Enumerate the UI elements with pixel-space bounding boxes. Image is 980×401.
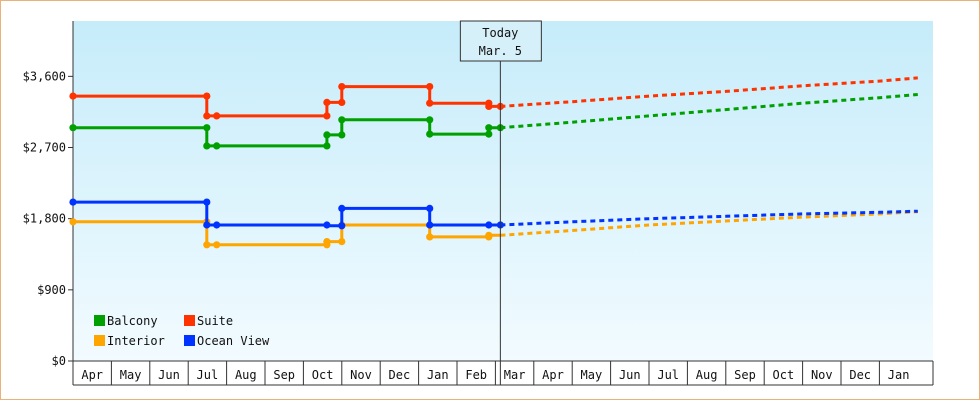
- plot-background: [73, 21, 933, 361]
- x-tick-label: May: [581, 368, 603, 382]
- y-tick-label: $3,600: [23, 69, 66, 83]
- series-forecast-line: [500, 209, 918, 227]
- x-tick-label: Apr: [81, 368, 103, 382]
- data-point: [203, 198, 211, 206]
- x-tick-label: May: [120, 368, 142, 382]
- data-point: [426, 233, 434, 241]
- data-point: [323, 142, 331, 150]
- y-tick-label: $2,700: [23, 141, 66, 155]
- data-point: [338, 98, 346, 106]
- legend-label: Ocean View: [197, 334, 270, 348]
- data-point: [213, 112, 221, 120]
- data-point: [323, 131, 331, 139]
- today-date: Mar. 5: [479, 44, 522, 58]
- data-point: [323, 98, 331, 106]
- x-tick-label: Dec: [389, 368, 411, 382]
- data-point: [426, 130, 434, 138]
- data-point: [426, 99, 434, 107]
- series-interior: [69, 210, 918, 249]
- x-tick-label: Dec: [849, 368, 871, 382]
- legend-swatch: [184, 335, 195, 346]
- x-tick-label: Oct: [312, 368, 334, 382]
- data-point: [485, 231, 493, 239]
- data-point: [69, 124, 77, 132]
- series-suite: [69, 76, 918, 120]
- data-point: [69, 92, 77, 100]
- data-point: [69, 218, 77, 226]
- series-ocean-view: [69, 198, 918, 230]
- series-forecast-line: [500, 93, 918, 130]
- x-tick-label: Nov: [350, 368, 372, 382]
- data-point: [338, 238, 346, 246]
- x-tick-label: Jul: [197, 368, 219, 382]
- series-layer: [69, 76, 918, 249]
- data-point: [338, 222, 346, 230]
- data-point: [426, 221, 434, 229]
- data-point: [213, 241, 221, 249]
- data-point: [213, 142, 221, 150]
- data-point: [426, 116, 434, 124]
- data-point: [338, 204, 346, 212]
- y-axis: $0 $900 $1,800 $2,700 $3,600: [23, 21, 74, 385]
- x-tick-label: Sep: [273, 368, 295, 382]
- data-point: [203, 112, 211, 120]
- x-tick-label: Nov: [811, 368, 833, 382]
- y-tick-label: $1,800: [23, 212, 66, 226]
- x-tick-label: Mar: [504, 368, 526, 382]
- data-point: [203, 221, 211, 229]
- data-point: [213, 221, 221, 229]
- data-point: [203, 241, 211, 249]
- legend-swatch: [184, 315, 195, 326]
- data-point: [323, 238, 331, 246]
- data-point: [338, 116, 346, 124]
- series-history-line: [73, 200, 501, 228]
- data-point: [485, 130, 493, 138]
- legend: Balcony Suite Interior Ocean View: [94, 314, 270, 348]
- x-tick-label: Oct: [773, 368, 795, 382]
- data-point: [203, 124, 211, 132]
- x-tick-label: Apr: [542, 368, 564, 382]
- series-forecast-line: [500, 76, 918, 108]
- data-point: [338, 131, 346, 139]
- x-tick-label: Jan: [888, 368, 910, 382]
- today-box: [459, 20, 542, 62]
- data-point: [203, 92, 211, 100]
- series-forecast-line: [500, 210, 918, 237]
- legend-label: Suite: [197, 314, 233, 328]
- data-point: [338, 83, 346, 91]
- x-tick-label: Jul: [657, 368, 679, 382]
- data-point: [485, 102, 493, 110]
- today-marker: Today Mar. 5: [459, 20, 542, 385]
- x-tick-label: Feb: [465, 368, 487, 382]
- data-point: [485, 221, 493, 229]
- x-tick-label: Aug: [696, 368, 718, 382]
- legend-swatch: [94, 335, 105, 346]
- series-balcony: [69, 93, 918, 150]
- x-tick-label: Aug: [235, 368, 257, 382]
- data-point: [323, 221, 331, 229]
- x-tick-label: Jun: [619, 368, 641, 382]
- legend-label: Interior: [107, 334, 165, 348]
- data-point: [426, 83, 434, 91]
- legend-label: Balcony: [107, 314, 158, 328]
- x-tick-label: Jan: [427, 368, 449, 382]
- data-point: [485, 124, 493, 132]
- today-label: Today: [482, 26, 518, 40]
- x-tick-label: Sep: [734, 368, 756, 382]
- y-tick-label: $0: [52, 354, 66, 368]
- data-point: [426, 204, 434, 212]
- x-tick-label: Jun: [158, 368, 180, 382]
- data-point: [203, 142, 211, 150]
- y-tick-label: $900: [37, 283, 66, 297]
- data-point: [69, 198, 77, 206]
- legend-swatch: [94, 315, 105, 326]
- x-axis: Apr May Jun Jul Aug Sep Oct Nov Dec Jan Feb Mar Apr M…: [72, 360, 934, 386]
- data-point: [323, 112, 331, 120]
